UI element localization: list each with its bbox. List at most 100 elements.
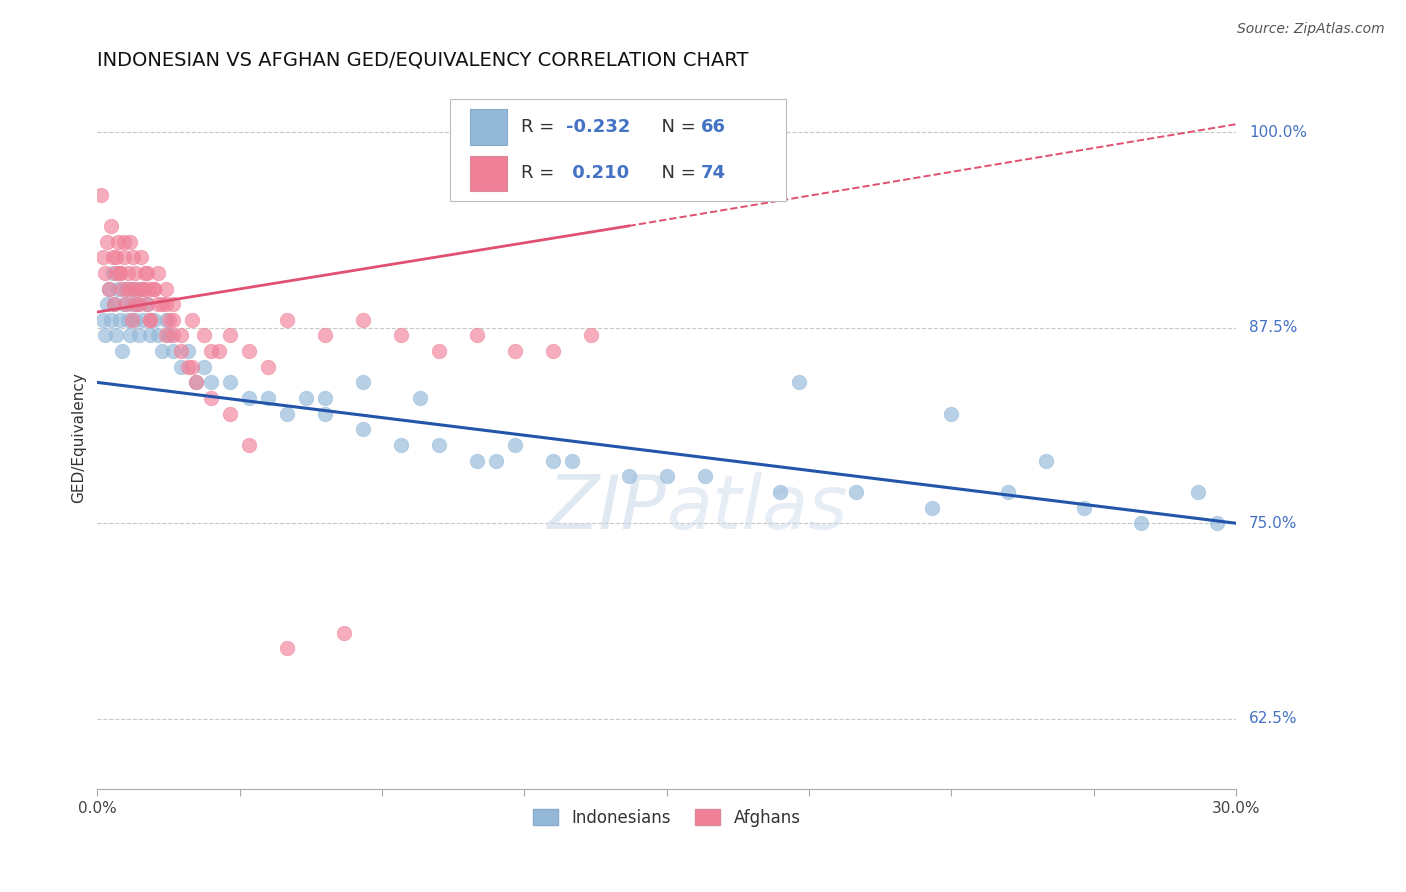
FancyBboxPatch shape (450, 99, 786, 202)
Point (159, 328, 181, 343)
Point (107, 281, 129, 295)
Point (127, 297, 149, 311)
Point (427, 344, 450, 359)
Text: 62.5%: 62.5% (1249, 711, 1298, 726)
Point (314, 391, 336, 405)
Point (134, 266, 156, 280)
Point (129, 250, 152, 264)
Point (238, 391, 260, 405)
Point (108, 266, 131, 280)
Point (146, 328, 169, 343)
Point (409, 391, 432, 405)
Point (155, 313, 177, 327)
Point (579, 328, 602, 343)
Point (503, 344, 526, 359)
Point (121, 297, 143, 311)
Point (107, 235, 129, 249)
Point (162, 328, 184, 343)
Text: R =: R = (520, 164, 560, 182)
Point (105, 328, 128, 343)
Point (94, 328, 117, 343)
Point (352, 313, 374, 327)
Point (219, 407, 242, 421)
Point (135, 297, 157, 311)
Point (143, 281, 166, 295)
Point (91, 250, 114, 264)
Point (1035, 453, 1057, 467)
Point (121, 313, 143, 327)
Point (1206, 516, 1229, 531)
Point (105, 266, 128, 280)
Point (257, 359, 280, 374)
Point (617, 469, 640, 483)
Point (184, 376, 207, 390)
Text: 0.210: 0.210 (567, 164, 630, 182)
Text: -0.232: -0.232 (567, 118, 631, 136)
Point (118, 235, 141, 249)
Text: Source: ZipAtlas.com: Source: ZipAtlas.com (1237, 22, 1385, 37)
Point (138, 281, 160, 295)
Text: 87.5%: 87.5% (1249, 320, 1298, 335)
Point (132, 313, 155, 327)
Point (389, 438, 412, 452)
Point (541, 344, 564, 359)
Point (655, 469, 678, 483)
Text: 100.0%: 100.0% (1249, 125, 1308, 139)
Point (139, 328, 162, 343)
Point (111, 281, 134, 295)
Point (127, 281, 149, 295)
Legend: Indonesians, Afghans: Indonesians, Afghans (526, 803, 807, 834)
Point (114, 297, 136, 311)
Point (155, 281, 177, 295)
Point (997, 484, 1019, 499)
Point (200, 344, 222, 359)
Point (100, 219, 122, 233)
Point (103, 297, 125, 311)
Point (143, 313, 166, 327)
Point (90, 187, 112, 202)
Point (200, 391, 222, 405)
Point (276, 313, 298, 327)
Point (389, 328, 412, 343)
Point (124, 313, 146, 327)
Point (184, 376, 207, 390)
Point (465, 453, 488, 467)
Point (219, 328, 242, 343)
Point (139, 313, 162, 327)
Point (108, 266, 131, 280)
Point (132, 281, 155, 295)
Point (96, 297, 118, 311)
Point (314, 328, 336, 343)
Point (238, 438, 260, 452)
Point (122, 281, 145, 295)
Point (100, 313, 122, 327)
Point (97, 281, 120, 295)
Point (921, 500, 943, 515)
Text: 74: 74 (700, 164, 725, 182)
Point (146, 266, 169, 280)
Point (162, 344, 184, 359)
Point (146, 297, 169, 311)
Point (129, 281, 152, 295)
Point (219, 376, 242, 390)
Point (111, 344, 134, 359)
Point (238, 344, 260, 359)
Point (193, 359, 215, 374)
Point (177, 344, 200, 359)
Bar (470, 110, 508, 145)
Point (112, 297, 135, 311)
Bar (470, 155, 508, 191)
Point (135, 266, 157, 280)
Point (97, 281, 120, 295)
Point (561, 453, 583, 467)
Point (96, 235, 118, 249)
Text: 75.0%: 75.0% (1249, 516, 1298, 531)
Point (91, 313, 114, 327)
Text: atlas: atlas (666, 472, 848, 543)
Point (117, 281, 139, 295)
Point (114, 281, 136, 295)
Text: N =: N = (650, 164, 702, 182)
Point (170, 344, 193, 359)
Point (135, 297, 157, 311)
Point (170, 359, 193, 374)
